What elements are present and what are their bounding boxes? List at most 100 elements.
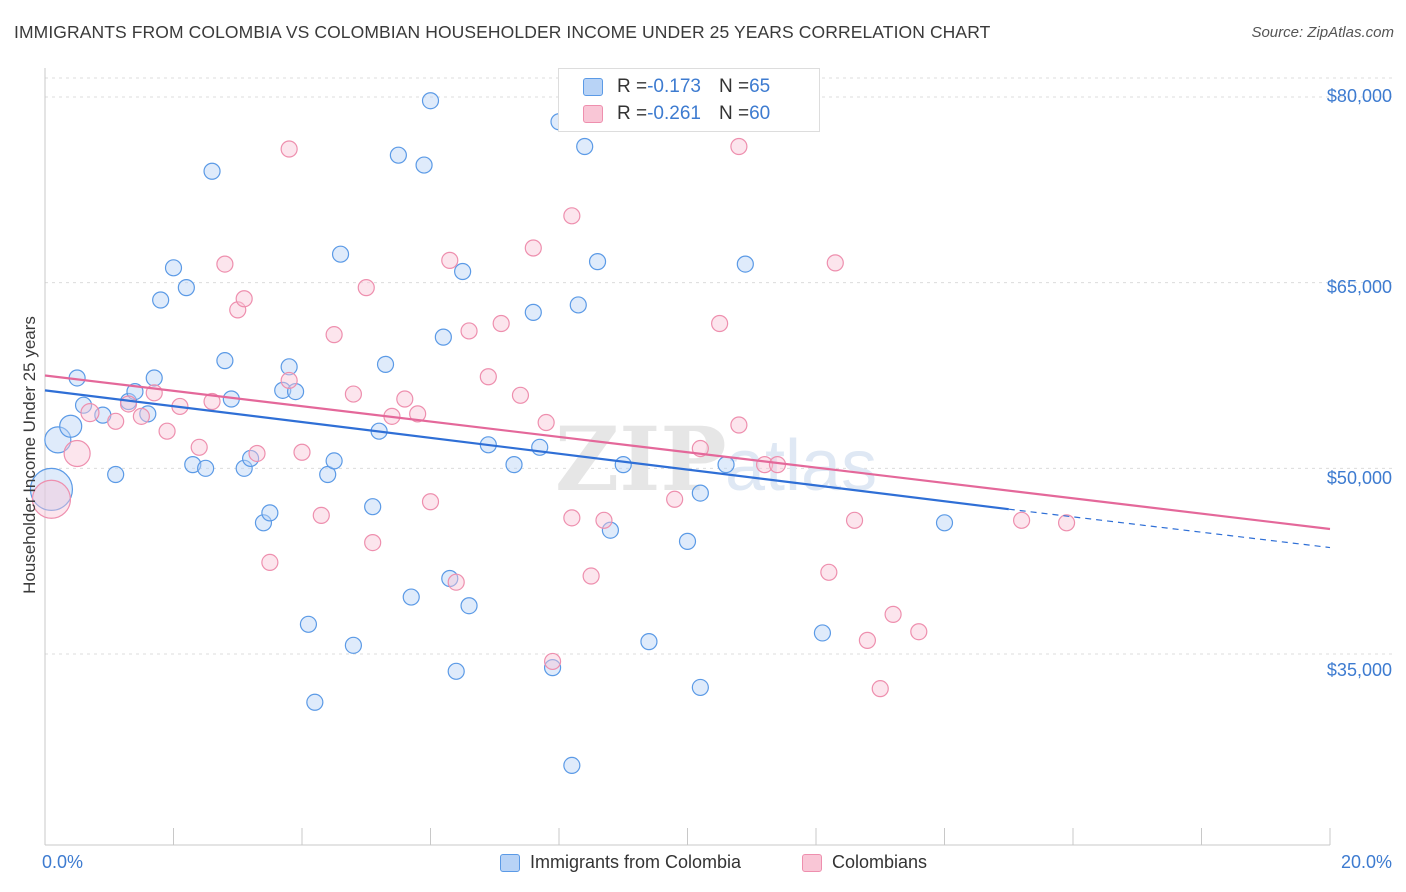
immigrants-point	[152, 291, 170, 309]
immigrants-point	[274, 381, 292, 399]
immigrants-point	[505, 456, 523, 474]
immigrants-point	[402, 588, 420, 606]
r-label: R =	[617, 103, 648, 124]
colombians-point	[820, 563, 838, 581]
colombians-point	[492, 314, 510, 333]
colombians-point	[80, 403, 100, 423]
chart-source: Source: ZipAtlas.com	[1251, 24, 1394, 41]
colombians-point	[280, 140, 298, 158]
legend-row-colombians: R = -0.261 N = 60	[583, 102, 770, 126]
immigrants-point	[640, 633, 658, 651]
colombians-point	[344, 385, 362, 403]
colombians-point	[31, 479, 72, 519]
legend-immigrants-label: Immigrants from Colombia	[530, 852, 742, 872]
immigrants-point	[261, 504, 279, 522]
x-tick-min: 0.0%	[42, 852, 84, 872]
chart-title: IMMIGRANTS FROM COLOMBIA VS COLOMBIAN HO…	[14, 22, 991, 42]
immigrants-point	[736, 255, 754, 273]
colombians-point	[582, 567, 600, 585]
immigrants-point	[254, 514, 273, 532]
n-value: 60	[749, 103, 771, 124]
immigrants-point	[524, 303, 542, 321]
immigrants-point	[569, 296, 587, 314]
colombians-point	[884, 605, 902, 623]
y-tick-65000: $65,000	[1326, 277, 1392, 297]
immigrants-point	[389, 146, 407, 164]
immigrants-point	[691, 484, 709, 502]
n-label: N =	[718, 76, 750, 97]
immigrants-point	[44, 426, 72, 454]
colombians-point	[1057, 514, 1076, 532]
immigrants-point	[145, 369, 163, 387]
n-label: N =	[718, 103, 750, 124]
colombians-point	[537, 413, 555, 432]
y-tick-35000: $35,000	[1326, 660, 1392, 680]
watermark-zip: ZIP	[555, 407, 727, 511]
colombians-point	[107, 412, 125, 430]
immigrants-point	[184, 456, 202, 474]
colombians-point	[63, 439, 91, 468]
immigrants-point	[306, 693, 324, 711]
colombians-point	[216, 255, 234, 273]
y-tick-50000: $50,000	[1326, 468, 1392, 488]
colombians-point	[190, 438, 208, 456]
immigrants-point	[576, 137, 594, 156]
immigrants-point	[376, 355, 395, 373]
immigrants-point	[434, 328, 452, 346]
r-label: R =	[617, 76, 648, 97]
immigrants-point	[454, 262, 472, 281]
immigrants-point	[29, 467, 74, 511]
blue-swatch-icon	[500, 853, 520, 872]
immigrants-point	[678, 532, 697, 550]
pink-swatch-icon	[802, 853, 822, 872]
immigrants-point	[614, 456, 632, 474]
colombians-point	[119, 395, 138, 413]
colombians-point	[563, 509, 581, 527]
legend-immigrants: Immigrants from Colombia	[500, 852, 741, 873]
colombians-point	[826, 254, 844, 272]
blue-swatch-icon	[583, 78, 603, 96]
immigrants-point	[74, 396, 93, 414]
immigrants-point	[331, 245, 350, 263]
immigrants-point	[299, 615, 318, 633]
immigrants-point	[164, 259, 183, 277]
colombians-point	[730, 137, 748, 156]
immigrants-point	[601, 521, 620, 539]
immigrants-point	[415, 156, 433, 174]
immigrants-point	[197, 459, 215, 477]
colombians-point	[235, 290, 253, 308]
immigrants-trend-line	[44, 389, 1009, 511]
colombians-point	[364, 533, 382, 552]
immigrants-trend-extension	[1008, 508, 1331, 549]
immigrants-point	[935, 514, 954, 532]
n-value: 65	[749, 76, 771, 97]
colombians-point	[460, 322, 478, 340]
r-value: -0.173	[647, 76, 701, 97]
legend-row-immigrants: R = -0.173 N = 65	[583, 75, 770, 99]
y-axis-label: Householder Income Under 25 years	[20, 316, 39, 594]
colombians-point	[730, 416, 748, 434]
immigrants-point	[177, 279, 195, 297]
colombians-point	[711, 314, 729, 333]
immigrants-point	[543, 659, 562, 677]
colombians-point	[511, 386, 530, 404]
immigrants-point	[216, 352, 234, 370]
r-value: -0.261	[647, 103, 701, 124]
immigrants-point	[325, 452, 343, 470]
immigrants-point	[460, 597, 478, 615]
colombians-point	[409, 405, 427, 423]
immigrants-point	[344, 636, 362, 654]
colombians-point	[421, 493, 440, 511]
immigrants-point	[280, 358, 298, 376]
colombians-point	[447, 573, 465, 591]
x-tick-max: 20.0%	[1340, 852, 1392, 872]
colombians-point	[1012, 511, 1031, 529]
immigrants-point	[107, 465, 125, 484]
immigrants-point	[563, 756, 581, 775]
immigrants-point	[717, 456, 735, 474]
legend-colombians: Colombians	[802, 852, 927, 873]
colombians-point	[666, 490, 684, 508]
colombians-point	[158, 422, 176, 440]
colombians-point	[524, 239, 542, 257]
